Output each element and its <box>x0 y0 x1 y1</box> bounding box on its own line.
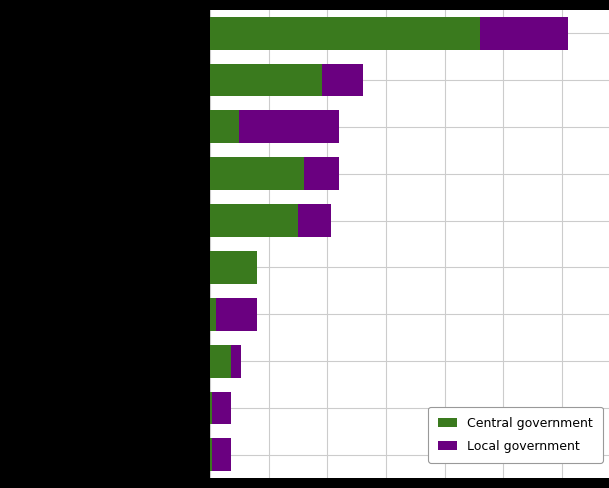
Bar <box>213 391 231 425</box>
Bar <box>210 17 480 50</box>
Bar <box>210 251 257 284</box>
Bar <box>322 63 362 97</box>
Bar <box>480 17 568 50</box>
Bar <box>210 345 231 378</box>
Bar <box>210 298 216 331</box>
Legend: Central government, Local government: Central government, Local government <box>428 407 603 463</box>
Bar <box>210 438 213 471</box>
Bar <box>231 345 241 378</box>
Bar <box>298 204 331 237</box>
Bar <box>239 110 339 143</box>
Bar <box>304 157 339 190</box>
Bar <box>210 157 304 190</box>
Bar <box>210 110 239 143</box>
Bar <box>210 204 298 237</box>
Bar <box>216 298 257 331</box>
Bar <box>210 63 322 97</box>
Bar <box>213 438 231 471</box>
Bar <box>210 391 213 425</box>
